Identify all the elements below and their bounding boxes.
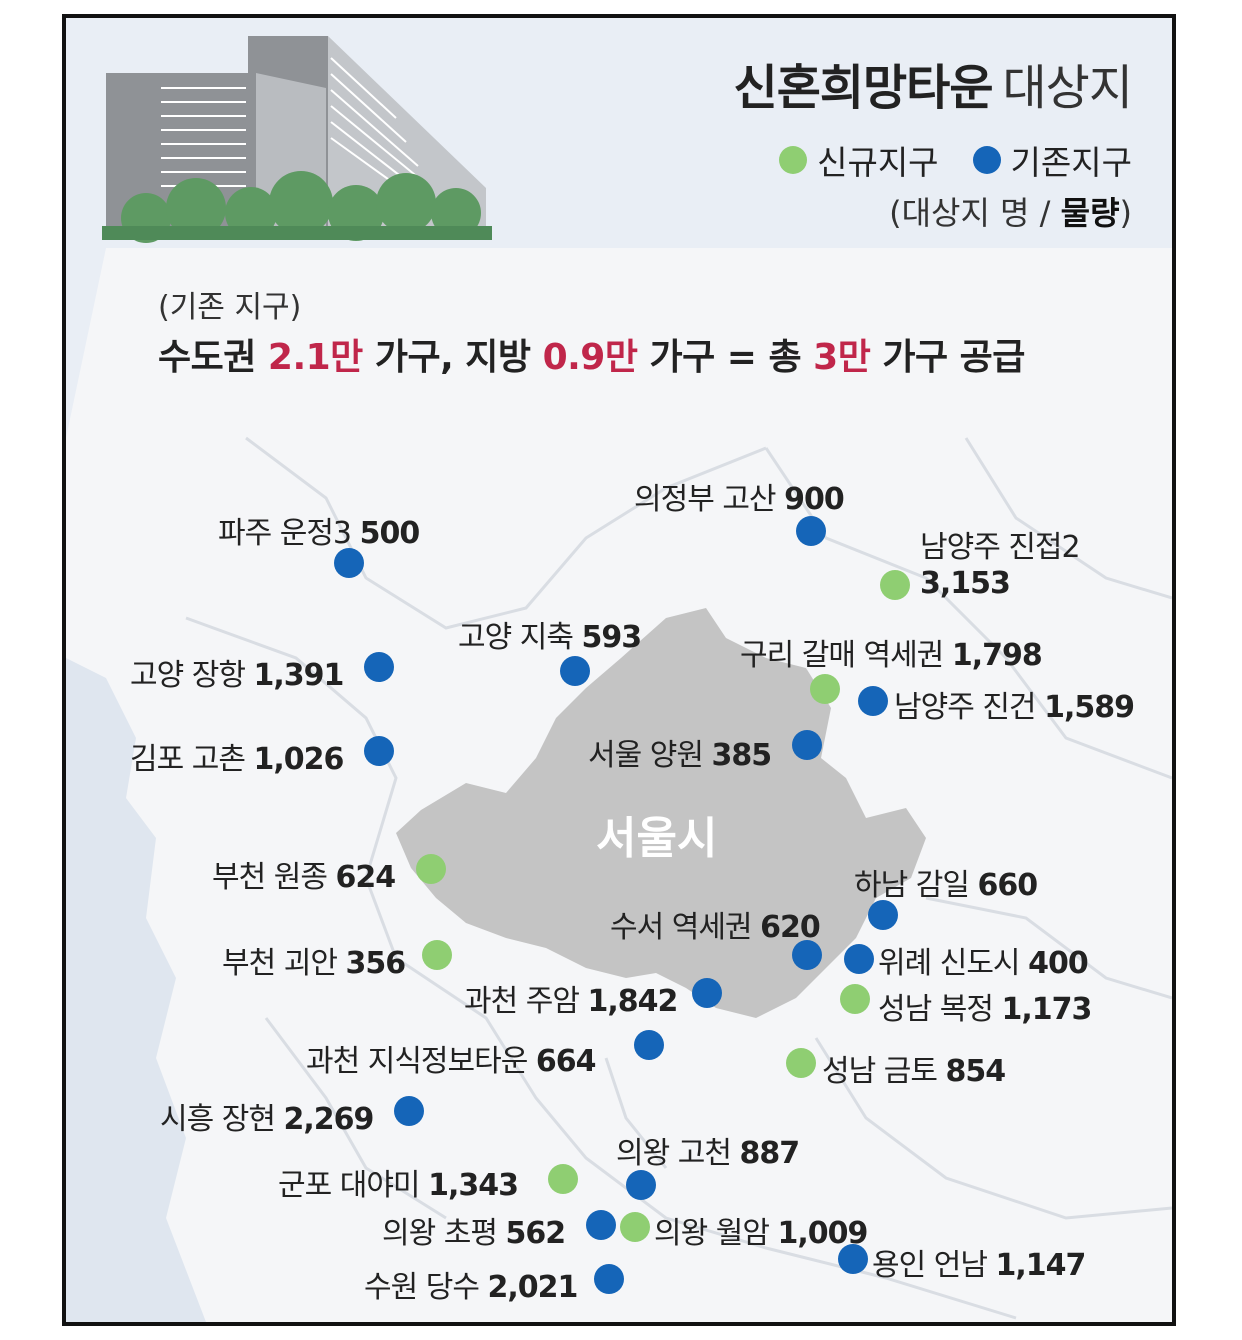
legend: 신규지구 기존지구 [779,136,1132,184]
legend-existing-marker [972,146,1001,174]
legend-note-prefix: (대상지 명 / [889,194,1061,232]
site-label: 구리 갈매 역세권 1,798 [740,638,1043,673]
site-marker-existing[interactable] [796,516,826,546]
site-marker-new[interactable] [620,1212,650,1242]
site-marker-existing[interactable] [634,1030,664,1060]
site-marker-existing[interactable] [626,1170,656,1200]
site-marker-existing[interactable] [394,1096,424,1126]
site-marker-new[interactable] [416,854,446,884]
site-marker-existing[interactable] [364,652,394,682]
site-marker-existing[interactable] [364,736,394,766]
site-marker-existing[interactable] [334,548,364,578]
summary-part: 가구 = 총 [637,337,814,378]
site-marker-existing[interactable] [594,1264,624,1294]
legend-new-marker [779,146,808,174]
site-marker-existing[interactable] [868,900,898,930]
title-sub: 대상지 [1002,60,1133,116]
site-label: 수서 역세권 620 [610,910,821,945]
site-marker-new[interactable] [840,984,870,1014]
site-marker-new[interactable] [880,570,910,600]
summary-value-capital: 2.1만 [267,337,363,378]
site-marker-existing[interactable] [692,978,722,1008]
site-label: 의왕 초평 562 [382,1216,566,1251]
site-label: 군포 대야미 1,343 [278,1168,519,1203]
site-label: 파주 운정3 500 [218,516,420,551]
site-label: 위례 신도시 400 [878,946,1089,981]
site-label: 과천 지식정보타운 664 [306,1044,597,1079]
seoul-label: 서울시 [596,813,718,864]
site-label: 시흥 장현 2,269 [160,1102,374,1137]
summary-note: (기존 지구) [158,290,302,325]
site-label: 부천 괴안 356 [222,946,406,981]
site-marker-existing[interactable] [792,940,822,970]
site-marker-existing[interactable] [586,1210,616,1240]
summary-part: 가구 공급 [870,337,1025,378]
legend-note: (대상지 명 / 물량) [889,188,1132,234]
site-label: 성남 복정 1,173 [878,992,1092,1027]
site-label: 3,153 [920,566,1011,601]
legend-note-suffix: ) [1119,194,1132,232]
summary-line: 수도권 2.1만 가구, 지방 0.9만 가구 = 총 3만 가구 공급 [158,328,1025,380]
site-label: 성남 금토 854 [822,1054,1006,1089]
site-label: 김포 고촌 1,026 [130,742,344,777]
site-marker-new[interactable] [786,1048,816,1078]
site-marker-existing[interactable] [838,1244,868,1274]
site-marker-new[interactable] [422,940,452,970]
summary-part: 가구, 지방 [362,337,543,378]
summary-part: 수도권 [158,337,268,378]
site-label: 과천 주암 1,842 [464,984,678,1019]
apartment-illustration [102,36,492,243]
site-label: 의정부 고산 900 [634,482,845,517]
site-label: 남양주 진접2 [920,530,1081,565]
map-frame: 신혼희망타운 대상지 신규지구 기존지구 (대상지 명 / 물량) (기존 지구)… [62,14,1176,1326]
site-label: 서울 양원 385 [588,738,772,773]
site-marker-existing[interactable] [844,944,874,974]
map-background [66,36,1172,1322]
site-label: 의왕 고천 887 [616,1136,800,1171]
page-title: 신혼희망타운 대상지 [733,48,1133,118]
legend-new-label: 신규지구 [817,143,939,182]
site-label: 용인 언남 1,147 [872,1248,1086,1283]
legend-existing-label: 기존지구 [1010,143,1132,182]
seoul-area [396,608,926,1018]
legend-note-bold: 물량 [1060,194,1120,232]
site-label: 수원 당수 2,021 [364,1270,578,1305]
site-label: 고양 지축 593 [458,620,642,655]
site-label: 의왕 월암 1,009 [654,1216,868,1251]
site-label: 남양주 진건 1,589 [894,690,1135,725]
site-marker-new[interactable] [548,1164,578,1194]
sea-area [66,658,206,1322]
site-label: 고양 장항 1,391 [130,658,344,693]
site-marker-existing[interactable] [792,730,822,760]
site-marker-existing[interactable] [560,656,590,686]
site-label: 하남 감일 660 [854,868,1038,903]
site-marker-existing[interactable] [858,686,888,716]
summary-value-total: 3만 [813,337,871,378]
summary-value-regional: 0.9만 [542,337,638,378]
title-main: 신혼희망타운 [733,60,994,116]
site-marker-new[interactable] [810,674,840,704]
site-label: 부천 원종 624 [212,860,396,895]
